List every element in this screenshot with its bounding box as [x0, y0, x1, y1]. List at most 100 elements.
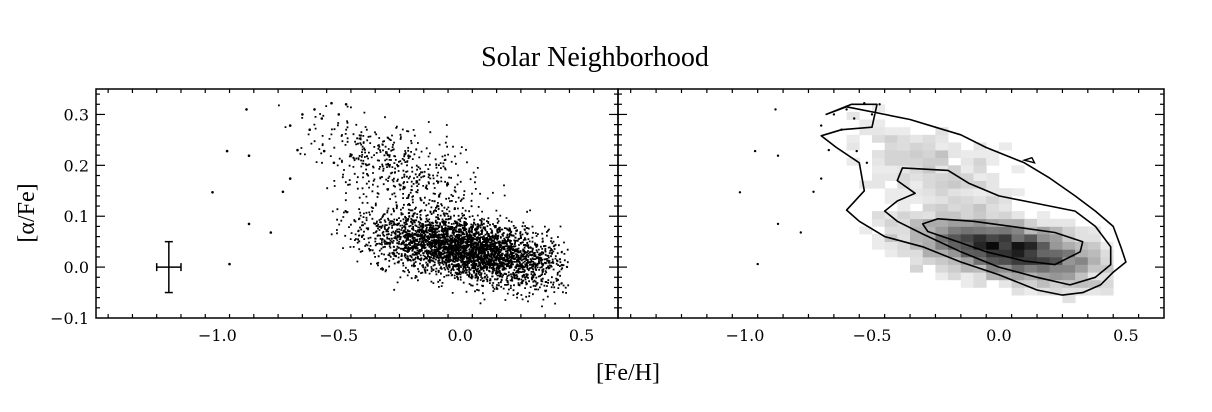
outlier-point [832, 113, 836, 116]
scatter-point [337, 113, 341, 116]
density-cell [1024, 241, 1038, 250]
density-cell [897, 173, 911, 181]
y-axis-label: [α/Fe] [14, 183, 40, 242]
density-cell [1087, 264, 1101, 273]
density-cell [1075, 226, 1089, 235]
density-cell [960, 180, 974, 189]
density-cell [935, 127, 949, 136]
density-cell [935, 226, 949, 235]
left-x-tick-label: −0.5 [319, 326, 358, 345]
density-cell [973, 188, 987, 197]
density-cell [1062, 295, 1076, 304]
density-cell [1024, 264, 1038, 273]
density-cell [948, 264, 962, 273]
density-cell [884, 195, 898, 204]
density-cell [922, 142, 936, 151]
density-cell [973, 279, 987, 288]
y-tick-label: 0.3 [64, 105, 89, 124]
density-cell [1087, 287, 1101, 296]
density-cell [897, 211, 911, 220]
density-cell [897, 226, 911, 235]
density-cell [884, 157, 898, 166]
density-cell [910, 264, 924, 273]
density-cell [1075, 272, 1089, 281]
density-cell [884, 249, 898, 258]
density-cell [998, 211, 1012, 220]
density-cell [960, 173, 974, 181]
density-cell [1075, 264, 1089, 273]
density-cell [935, 241, 949, 250]
density-cell [960, 157, 974, 166]
scatter-point [228, 262, 231, 266]
density-cell [998, 218, 1012, 227]
density-cell [948, 249, 962, 258]
scatter-point [288, 177, 292, 180]
density-cell [922, 256, 936, 265]
density-cell [1087, 241, 1101, 250]
density-cell [910, 234, 924, 242]
density-cell [872, 234, 886, 242]
density-cell [1087, 272, 1101, 281]
density-cell [1062, 256, 1076, 265]
density-cell [897, 134, 911, 143]
contour-line-inner [921, 218, 1084, 266]
density-cell [1011, 256, 1025, 265]
scatter-point [269, 231, 273, 234]
density-cell [973, 241, 987, 250]
density-cell [1087, 256, 1101, 265]
density-cell [897, 195, 911, 204]
density-cell [948, 272, 962, 281]
density-cell [872, 165, 886, 174]
density-cell [1049, 287, 1063, 296]
scatter-point [308, 128, 312, 131]
density-cell [897, 157, 911, 166]
density-cell [1100, 249, 1114, 258]
density-cell [897, 218, 911, 227]
density-cell [872, 180, 886, 189]
density-cell [973, 272, 987, 281]
density-cell [910, 195, 924, 204]
density-cell [1100, 256, 1114, 265]
density-cell [998, 142, 1012, 151]
density-cell [935, 188, 949, 197]
density-cell [910, 249, 924, 258]
density-cell [935, 234, 949, 242]
density-cell [1100, 272, 1114, 281]
density-cell [986, 272, 1000, 281]
density-cell [872, 134, 886, 143]
scatter-point [211, 191, 214, 194]
density-cell [884, 165, 898, 174]
density-cell [986, 241, 1000, 250]
density-cell [935, 173, 949, 181]
density-cell [1062, 218, 1076, 227]
density-cell [1049, 264, 1063, 273]
density-cell [1075, 249, 1089, 258]
outlier-point [738, 191, 742, 194]
density-cell [986, 188, 1000, 197]
density-cell [948, 218, 962, 227]
right-x-tick-label: 0.0 [986, 326, 1011, 345]
density-map [846, 104, 1114, 304]
density-cell [1037, 211, 1051, 220]
density-cell [1062, 249, 1076, 258]
density-cell [948, 241, 962, 250]
density-cell [910, 173, 924, 181]
density-cell [948, 142, 962, 151]
density-cell [1075, 287, 1089, 296]
density-cell [986, 256, 1000, 265]
density-cell [1037, 241, 1051, 250]
scatter-point-cloud [278, 104, 570, 308]
density-cell [1075, 234, 1089, 242]
density-cell [998, 279, 1012, 288]
density-cell [922, 195, 936, 204]
density-cell [948, 234, 962, 242]
density-cell [897, 241, 911, 250]
density-cell [1087, 249, 1101, 258]
left-axis-ticks [96, 89, 618, 318]
density-cell [1037, 279, 1051, 288]
density-cell [1062, 272, 1076, 281]
density-cell [1037, 264, 1051, 273]
right-x-tick-label: 0.5 [1113, 326, 1138, 345]
density-cell [998, 203, 1012, 212]
density-cell [910, 157, 924, 166]
